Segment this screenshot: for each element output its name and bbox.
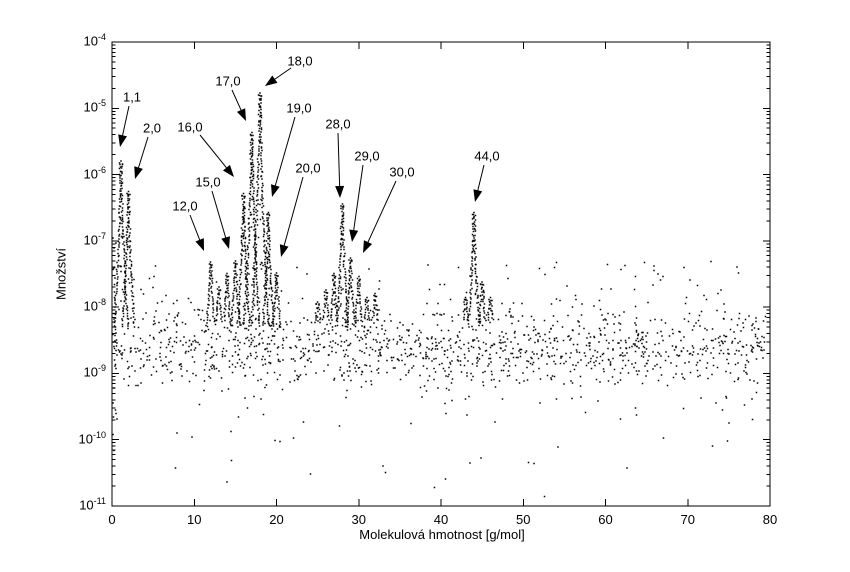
peak-annotation-label: 2,0: [142, 120, 162, 136]
y-tick-label: 10-9: [83, 363, 106, 380]
annotation-arrow-line: [199, 134, 229, 171]
peak-annotation-label: 17,0: [215, 73, 241, 89]
peak-annotation-label: 20,0: [295, 160, 321, 176]
x-tick-label: 0: [108, 512, 116, 527]
peak-annotation-label: 44,0: [474, 148, 500, 164]
annotation-arrow-line: [476, 164, 485, 194]
annotation-arrowhead: [118, 134, 127, 147]
x-tick-label: 40: [433, 512, 449, 527]
y-tick-label: 10-5: [83, 98, 106, 115]
peak-annotation-label: 15,0: [195, 174, 221, 190]
y-tick-label: 10-11: [79, 496, 106, 513]
peak-annotation-label: 29,0: [354, 148, 380, 164]
peak-annotation-label: 1,1: [122, 89, 142, 105]
annotation-arrow-line: [231, 89, 243, 114]
peak-annotation-label: 16,0: [177, 119, 203, 135]
annotation-arrow-line: [366, 180, 397, 246]
x-tick-label: 80: [762, 512, 778, 527]
y-tick-label: 10-8: [83, 297, 106, 314]
x-tick-label: 30: [351, 512, 366, 527]
annotation-arrow-line: [137, 136, 149, 171]
annotation-arrow-line: [282, 176, 304, 249]
annotation-arrowhead: [349, 229, 359, 242]
annotation-arrowhead: [363, 240, 373, 253]
annotation-arrow-line: [121, 105, 130, 139]
annotation-arrow-line: [211, 190, 227, 241]
x-tick-label: 60: [598, 512, 613, 527]
annotation-arrow-line: [272, 67, 292, 82]
annotation-arrowhead: [279, 244, 289, 257]
y-tick-label: 10-4: [83, 32, 106, 49]
annotation-arrowhead: [265, 75, 278, 86]
x-axis-title: Molekulová hmotnost [g/mol]: [359, 527, 525, 542]
annotation-arrow-line: [189, 214, 202, 243]
y-axis-title: Množství: [53, 247, 69, 301]
peak-annotation-label: 28,0: [325, 116, 351, 132]
peak-annotation-label: 30,0: [389, 164, 415, 180]
annotation-arrowhead: [335, 185, 345, 198]
x-tick-label: 10: [187, 512, 202, 527]
peak-annotation-label: 19,0: [286, 100, 312, 116]
annotation-arrow-line: [352, 164, 364, 234]
x-tick-label: 20: [269, 512, 284, 527]
annotation-arrowhead: [473, 189, 483, 202]
peak-annotation-label: 12,0: [172, 198, 198, 214]
peak-annotation-label: 18,0: [287, 53, 313, 69]
y-tick-label: 10-7: [83, 230, 106, 248]
annotation-arrowhead: [222, 164, 234, 177]
annotation-arrowhead: [195, 238, 204, 251]
annotation-arrow-line: [337, 132, 341, 190]
annotation-arrowhead: [134, 166, 143, 179]
x-tick-label: 70: [680, 512, 695, 527]
annotation-arrowhead: [236, 108, 246, 121]
annotation-arrowhead: [221, 236, 230, 249]
annotation-arrow-line: [274, 116, 296, 189]
x-tick-label: 50: [516, 512, 531, 527]
annotation-arrowhead: [270, 184, 280, 197]
plot-box-border: [111, 41, 771, 507]
y-tick-label: 10-10: [78, 429, 106, 447]
y-tick-label: 10-6: [83, 164, 106, 181]
